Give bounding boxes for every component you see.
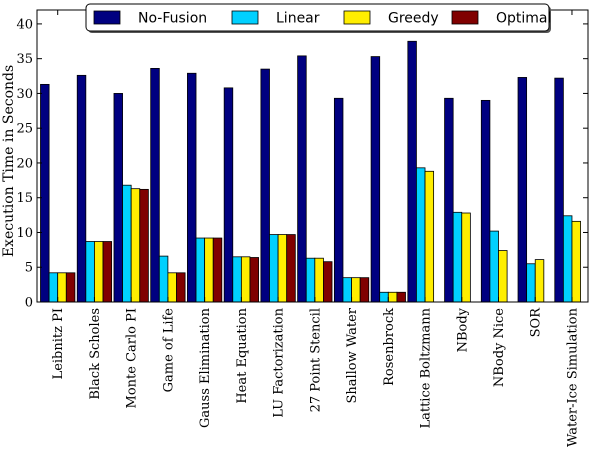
- bar-linear-10: [416, 167, 426, 303]
- y-tick-label: 35: [16, 52, 33, 67]
- category-label: Gauss Elimination: [198, 307, 213, 428]
- legend-label-optimal: Optimal: [496, 11, 551, 27]
- category-label: SOR: [529, 307, 544, 338]
- legend-swatch-linear: [231, 10, 259, 25]
- bar-greedy-13: [534, 259, 545, 303]
- bar-optimal-3: [176, 272, 186, 303]
- legend-label-linear: Linear: [276, 11, 320, 27]
- bar-no-fusion-7: [297, 55, 307, 303]
- bar-no-fusion-11: [444, 97, 454, 303]
- bar-no-fusion-3: [150, 68, 160, 303]
- bar-optimal-7: [323, 261, 333, 303]
- legend-label-no-fusion: No-Fusion: [138, 11, 207, 27]
- bar-greedy-3: [167, 272, 177, 303]
- bar-no-fusion-6: [260, 68, 270, 303]
- bar-no-fusion-5: [223, 87, 234, 303]
- category-label: NBody Nice: [492, 308, 507, 387]
- bar-linear-12: [489, 230, 499, 303]
- bar-greedy-4: [204, 237, 214, 303]
- bar-greedy-11: [461, 212, 471, 303]
- y-tick-label: 15: [16, 191, 33, 206]
- y-tick-label: 10: [16, 226, 33, 241]
- y-tick-label: 40: [16, 17, 33, 32]
- bar-linear-9: [379, 291, 389, 303]
- bar-optimal-0: [65, 272, 76, 303]
- category-label: Leibnitz PI: [51, 308, 66, 379]
- category-label: Black Scholes: [88, 308, 103, 400]
- y-tick-label: 0: [25, 296, 33, 311]
- bar-optimal-1: [102, 241, 113, 303]
- y-axis-label: Execution Time in Seconds: [1, 65, 17, 257]
- bar-greedy-7: [314, 257, 324, 303]
- category-label: 27 Point Stencil: [308, 308, 323, 412]
- bar-greedy-6: [277, 234, 288, 303]
- category-label: NBody: [455, 307, 470, 352]
- bar-linear-5: [232, 256, 242, 303]
- bar-no-fusion-10: [407, 40, 417, 303]
- legend-label-greedy: Greedy: [388, 11, 439, 27]
- y-tick-label: 5: [25, 261, 33, 276]
- category-label: Heat Equation: [235, 307, 250, 403]
- bar-no-fusion-0: [40, 83, 50, 303]
- bar-no-fusion-4: [187, 72, 197, 303]
- bar-greedy-12: [498, 250, 508, 303]
- bar-linear-1: [85, 241, 95, 303]
- bar-linear-7: [305, 257, 316, 303]
- bar-no-fusion-9: [370, 56, 381, 303]
- y-tick-label: 20: [16, 156, 33, 171]
- bar-greedy-10: [424, 170, 435, 303]
- bar-greedy-0: [57, 272, 67, 303]
- bar-linear-6: [269, 234, 279, 303]
- bar-greedy-8: [351, 277, 361, 303]
- plot-area: 0 5 10 15 20 25 30 35 40 Leibnitz PI Black Scholes…: [16, 9, 589, 447]
- bar-no-fusion-1: [76, 74, 87, 303]
- y-tick-label: 30: [16, 87, 33, 102]
- bar-linear-14: [562, 215, 573, 303]
- category-label: LU Factorization: [272, 307, 287, 417]
- bar-linear-11: [452, 211, 463, 303]
- legend-swatch-optimal: [451, 10, 479, 25]
- bar-optimal-5: [249, 257, 259, 303]
- legend-swatch-greedy: [343, 10, 371, 25]
- bar-optimal-8: [359, 277, 370, 303]
- bar-optimal-9: [396, 291, 406, 303]
- bar-greedy-5: [240, 256, 251, 303]
- category-label: Monte Carlo PI: [125, 308, 140, 408]
- bar-linear-2: [122, 184, 132, 303]
- bar-no-fusion-8: [333, 97, 344, 303]
- bar-optimal-6: [286, 234, 296, 303]
- category-label: Rosenbrock: [382, 308, 397, 386]
- legend: No-Fusion Linear Greedy Optimal: [85, 3, 551, 33]
- legend-box: [85, 3, 550, 32]
- category-label: Water-Ice Simulation: [566, 307, 581, 447]
- legend-swatch-no-fusion: [93, 10, 121, 25]
- bar-greedy-14: [571, 220, 581, 303]
- bar-greedy-9: [387, 291, 398, 303]
- bar-no-fusion-13: [517, 77, 528, 303]
- category-label: Lattice Boltzmann: [419, 307, 434, 428]
- bar-no-fusion-14: [554, 77, 564, 303]
- bar-linear-4: [195, 237, 206, 303]
- bar-greedy-1: [94, 241, 104, 303]
- bar-optimal-2: [139, 188, 149, 303]
- category-label: Shallow Water: [345, 307, 360, 403]
- bar-linear-8: [342, 277, 352, 303]
- bar-no-fusion-12: [480, 99, 491, 303]
- bar-linear-13: [526, 263, 536, 303]
- category-label: Game of Life: [161, 308, 176, 393]
- bar-linear-3: [158, 255, 169, 303]
- bar-greedy-2: [130, 188, 141, 303]
- y-tick-label: 25: [16, 122, 33, 137]
- bar-linear-0: [48, 272, 59, 303]
- bar-no-fusion-2: [113, 93, 123, 303]
- bar-optimal-4: [212, 237, 223, 303]
